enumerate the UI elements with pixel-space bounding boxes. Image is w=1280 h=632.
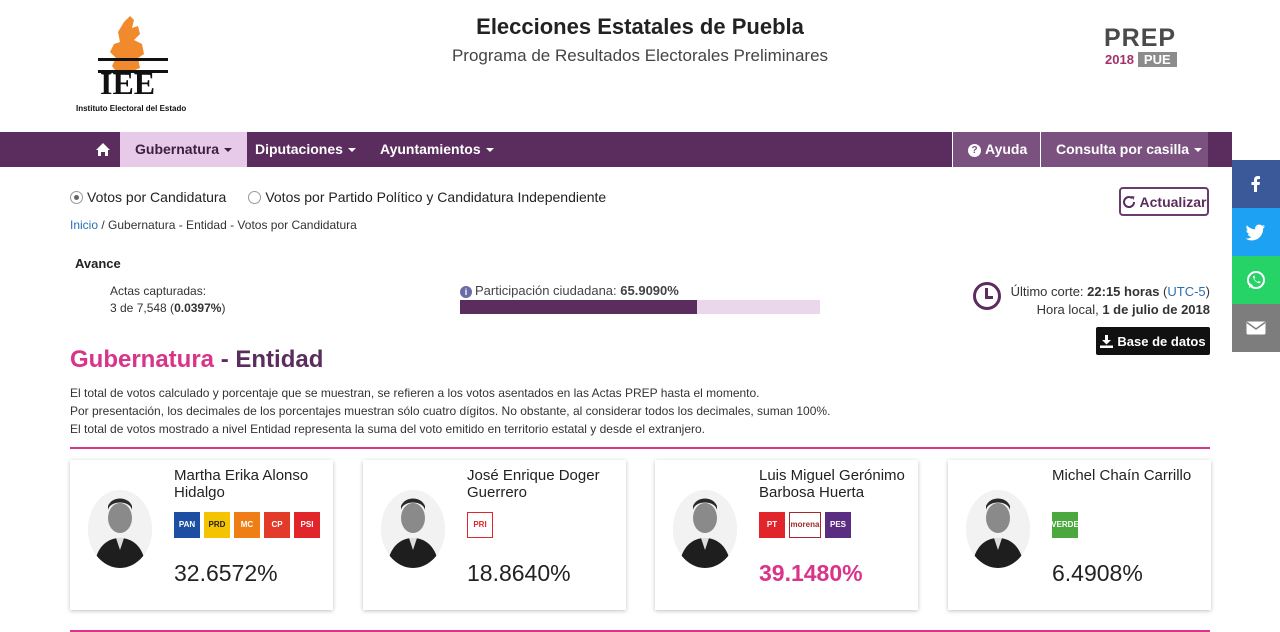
prep-logo-state: PUE (1137, 52, 1177, 67)
party-logo-icon: PRI (467, 512, 493, 538)
party-logos: PAN PRD MC CP PSI (174, 512, 324, 538)
prep-logo-word: PREP (1104, 24, 1177, 52)
breadcrumb-current: / Gubernatura - Entidad - Votos por Cand… (98, 218, 357, 232)
note-line: El total de votos calculado y porcentaje… (70, 386, 760, 400)
ultimo-corte: Último corte: 22:15 horas (UTC-5) Hora l… (1010, 284, 1210, 317)
party-logo-icon: CP (264, 512, 290, 538)
radio-votos-partido[interactable]: Votos por Partido Político y Candidatura… (248, 189, 606, 205)
radio-votos-candidatura[interactable]: Votos por Candidatura (70, 189, 226, 205)
clock-icon (973, 282, 1001, 310)
breadcrumb: Inicio / Gubernatura - Entidad - Votos p… (70, 218, 357, 232)
party-logo-icon: PAN (174, 512, 200, 538)
party-logo-icon: PRD (204, 512, 230, 538)
refresh-icon (1122, 195, 1135, 208)
base-de-datos-button[interactable]: Base de datos (1096, 327, 1210, 355)
refresh-button[interactable]: Actualizar (1119, 187, 1209, 216)
actas-capturadas: Actas capturadas: 3 de 7,548 (0.0397%) (110, 284, 226, 315)
person-icon (381, 490, 445, 568)
candidate-percentage: 32.6572% (174, 560, 278, 586)
party-logos: PT morena PES (759, 512, 855, 538)
chevron-down-icon (347, 148, 356, 153)
home-button[interactable] (86, 132, 120, 167)
page-title: Elecciones Estatales de Puebla (476, 14, 804, 39)
party-logos: PRI (467, 512, 497, 538)
note-line: Por presentación, los decimales de los p… (70, 404, 831, 418)
whatsapp-icon (1247, 271, 1265, 289)
section-divider (70, 630, 1210, 632)
candidate-percentage: 39.1480% (759, 560, 863, 586)
prep-logo-year: 2018 (1104, 52, 1138, 67)
help-button[interactable]: ? Ayuda (953, 132, 1040, 167)
participacion-progress-fill (460, 300, 698, 314)
participacion-progress-bar (460, 300, 820, 314)
party-logo-icon: morena (789, 512, 821, 538)
share-whatsapp[interactable] (1232, 256, 1280, 304)
page-subtitle: Programa de Resultados Electorales Preli… (451, 46, 829, 65)
nav-divider (952, 132, 953, 167)
share-facebook[interactable] (1232, 160, 1280, 208)
party-logo-icon: PT (759, 512, 785, 538)
home-icon (96, 143, 110, 156)
party-logo-icon: PSI (294, 512, 320, 538)
candidate-name: Luis Miguel Gerónimo Barbosa Huerta (759, 467, 905, 501)
nav-divider (1040, 132, 1041, 167)
candidate-photo (966, 490, 1030, 568)
candidate-name: Martha Erika Alonso Hidalgo (174, 467, 309, 501)
candidate-card: Michel Chaín Carrillo VERDE 6.4908% (948, 460, 1211, 610)
radio-checked-icon (70, 190, 83, 204)
avance-label: Avance (75, 256, 121, 271)
candidate-name: Michel Chaín Carrillo (1052, 467, 1192, 484)
chevron-down-icon (224, 148, 233, 153)
share-email[interactable] (1232, 304, 1280, 352)
candidate-percentage: 18.8640% (467, 560, 571, 586)
party-logo-icon: VERDE (1051, 512, 1079, 538)
participacion-ciudadana: i Participación ciudadana: 65.9090% (460, 283, 679, 298)
candidate-photo (88, 490, 152, 568)
notes: El total de votos calculado y porcentaje… (70, 384, 830, 438)
party-logos: VERDE (1051, 512, 1082, 538)
info-icon: i (460, 286, 472, 298)
download-icon (1100, 334, 1114, 348)
question-icon: ? (968, 143, 981, 157)
nav-ayuntamientos[interactable]: Ayuntamientos (365, 132, 509, 167)
logo-caption: Instituto Electoral del Estado (76, 104, 187, 113)
email-icon (1246, 321, 1266, 335)
section-title: Gubernatura - Entidad (70, 346, 324, 373)
nav-diputaciones[interactable]: Diputaciones (240, 132, 371, 167)
candidate-photo (381, 490, 445, 568)
main-navbar: Gubernatura Diputaciones Ayuntamientos ?… (0, 132, 1232, 167)
candidate-card: José Enrique Doger Guerrero PRI 18.8640% (363, 460, 626, 610)
candidate-photo (673, 490, 737, 568)
candidate-name: José Enrique Doger Guerrero (467, 467, 600, 501)
page-header: IEE Instituto Electoral del Estado Elecc… (0, 0, 1280, 132)
chevron-down-icon (485, 148, 494, 153)
person-icon (673, 490, 737, 568)
iee-logo[interactable]: IEE Instituto Electoral del Estado (72, 14, 196, 118)
nav-gubernatura[interactable]: Gubernatura (120, 132, 248, 167)
share-twitter[interactable] (1232, 208, 1280, 256)
party-logo-icon: PES (825, 512, 851, 538)
radio-unchecked-icon (248, 190, 262, 204)
note-line: El total de votos mostrado a nivel Entid… (70, 422, 706, 436)
consulta-casilla-button[interactable]: Consulta por casilla (1041, 132, 1208, 167)
chevron-down-icon (1194, 148, 1203, 153)
utc-link[interactable]: UTC-5 (1167, 284, 1206, 299)
section-divider (70, 447, 1210, 449)
title-block: Elecciones Estatales de Puebla Programa … (340, 14, 940, 66)
facebook-icon (1251, 176, 1260, 192)
person-icon (966, 490, 1030, 568)
candidate-card: Luis Miguel Gerónimo Barbosa Huerta PT mor… (655, 460, 918, 610)
view-selector: Votos por Candidatura Votos por Partido … (70, 189, 628, 205)
person-icon (88, 490, 152, 568)
party-logo-icon: MC (234, 512, 260, 538)
prep-logo: PREP 2018 PUE (1104, 26, 1196, 67)
twitter-icon (1246, 224, 1265, 240)
candidate-percentage: 6.4908% (1052, 560, 1143, 586)
candidate-card: Martha Erika Alonso Hidalgo PAN PRD MC CP PSI… (70, 460, 333, 610)
puebla-map-icon: IEE (98, 16, 168, 101)
breadcrumb-inicio-link[interactable]: Inicio (70, 218, 99, 232)
